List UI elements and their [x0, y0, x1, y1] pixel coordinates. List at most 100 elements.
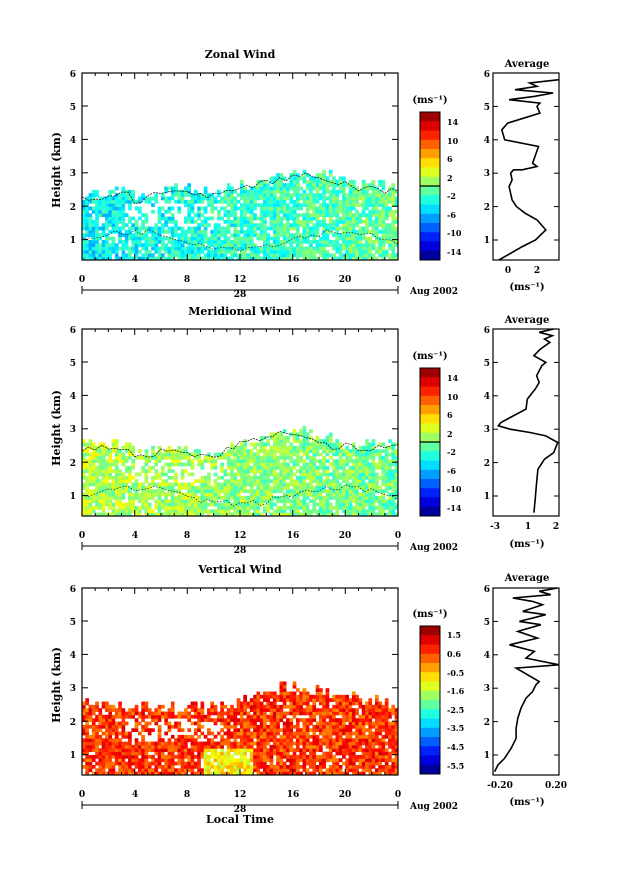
- heatmap-cell: [345, 226, 350, 231]
- heatmap-cell: [154, 475, 159, 480]
- heatmap-cell: [101, 489, 106, 494]
- heatmap-cell: [315, 223, 320, 228]
- heatmap-cell: [118, 489, 122, 494]
- heatmap-cell: [161, 482, 165, 487]
- heatmap-cell: [355, 233, 359, 238]
- heatmap-cell: [378, 485, 382, 490]
- heatmap-cell: [240, 744, 244, 749]
- heatmap-cell: [151, 253, 155, 258]
- heatmap-cell: [91, 229, 96, 234]
- heatmap-cell: [203, 718, 208, 722]
- heatmap-cell: [319, 196, 323, 201]
- heatmap-cell: [282, 738, 287, 743]
- heatmap-cell: [243, 442, 247, 447]
- heatmap-cell: [108, 758, 113, 763]
- heatmap-cell: [167, 219, 172, 224]
- heatmap-cell: [180, 475, 185, 480]
- heatmap-cell: [361, 452, 366, 457]
- heatmap-cell: [187, 758, 192, 763]
- heatmap-cell: [263, 189, 267, 194]
- heatmap-cell: [157, 728, 162, 732]
- heatmap-cell: [240, 741, 244, 746]
- heatmap-cell: [388, 206, 392, 211]
- heatmap-cell: [259, 472, 264, 477]
- heatmap-cell: [216, 455, 221, 460]
- heatmap-cell: [124, 475, 129, 480]
- heatmap-cell: [167, 492, 172, 497]
- heatmap-cell: [391, 249, 396, 254]
- heatmap-cell: [147, 459, 152, 463]
- heatmap-cell: [177, 721, 182, 726]
- heatmap-cell: [91, 748, 96, 753]
- heatmap-cell: [210, 764, 215, 769]
- heatmap-cell: [338, 249, 343, 254]
- heatmap-cell: [292, 734, 297, 739]
- heatmap-cell: [289, 505, 294, 510]
- heatmap-cell: [193, 489, 198, 494]
- heatmap-cell: [193, 249, 198, 254]
- heatmap-cell: [276, 479, 280, 484]
- heatmap-cell: [105, 714, 109, 719]
- heatmap-cell: [289, 754, 294, 759]
- heatmap-cell: [147, 455, 152, 460]
- heatmap-cell: [128, 246, 132, 251]
- heatmap-cell: [190, 509, 195, 514]
- heatmap-cell: [207, 738, 211, 743]
- heatmap-cell: [256, 485, 261, 490]
- heatmap-cell: [338, 502, 343, 507]
- heatmap-cell: [216, 236, 221, 241]
- heatmap-cell: [263, 744, 267, 749]
- y-tick-label: 6: [484, 70, 490, 80]
- heatmap-cell: [292, 731, 297, 736]
- heatmap-cell: [322, 179, 326, 184]
- heatmap-cell: [378, 249, 382, 254]
- heatmap-cell: [295, 462, 300, 467]
- heatmap-cell: [381, 459, 386, 463]
- heatmap-cell: [365, 206, 369, 211]
- heatmap-cell: [358, 213, 363, 217]
- heatmap-cell: [256, 196, 261, 201]
- heatmap-cell: [124, 741, 129, 746]
- heatmap-cell: [151, 479, 155, 484]
- heatmap-cell: [118, 199, 122, 204]
- heatmap-cell: [121, 768, 126, 773]
- heatmap-cell: [223, 741, 228, 746]
- heatmap-cell: [355, 213, 359, 217]
- heatmap-cell: [170, 489, 175, 494]
- heatmap-cell: [315, 502, 320, 507]
- heatmap-cell: [161, 704, 165, 709]
- heatmap-cell: [371, 233, 376, 238]
- heatmap-cell: [272, 512, 277, 517]
- heatmap-cell: [91, 475, 96, 480]
- heatmap-cell: [259, 704, 264, 709]
- heatmap-cell: [128, 714, 132, 719]
- heatmap-cell: [272, 748, 277, 753]
- heatmap-cell: [279, 462, 284, 467]
- heatmap-cell: [226, 209, 231, 214]
- heatmap-cell: [170, 512, 175, 517]
- heatmap-cell: [253, 256, 257, 261]
- heatmap-cell: [131, 485, 136, 490]
- heatmap-cell: [82, 718, 86, 722]
- heatmap-cell: [164, 711, 168, 716]
- heatmap-cell: [365, 246, 369, 251]
- heatmap-cell: [358, 455, 363, 460]
- heatmap-cell: [233, 708, 238, 712]
- heatmap-cell: [230, 768, 234, 773]
- heatmap-cell: [184, 751, 188, 756]
- heatmap-cell: [216, 509, 221, 514]
- heatmap-cell: [368, 512, 373, 517]
- heatmap-cell: [187, 728, 192, 732]
- heatmap-cell: [203, 455, 208, 460]
- heatmap-cell: [124, 748, 129, 753]
- heatmap-cell: [200, 711, 205, 716]
- heatmap-cell: [170, 509, 175, 514]
- heatmap-cell: [249, 452, 254, 457]
- heatmap-cell: [154, 229, 159, 234]
- heatmap-cell: [368, 216, 373, 221]
- heatmap-cell: [240, 445, 244, 450]
- heatmap-cell: [289, 233, 294, 238]
- heatmap-cell: [263, 738, 267, 743]
- heatmap-cell: [282, 209, 287, 214]
- heatmap-cell: [105, 744, 109, 749]
